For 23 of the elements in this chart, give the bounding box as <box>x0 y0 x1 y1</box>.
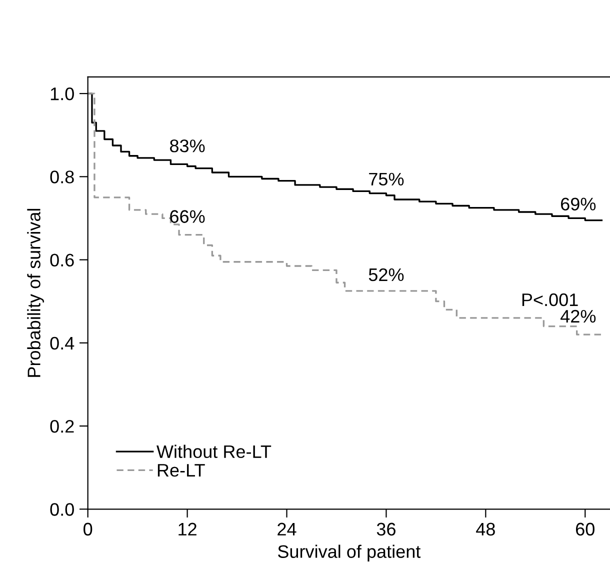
y-tick-label: 0.4 <box>50 336 74 350</box>
x-tick-label: 0 <box>84 522 92 536</box>
y-tick-label: 0.2 <box>50 420 74 433</box>
x-tick-label: 60 <box>576 522 594 536</box>
y-tick-label: 0.8 <box>50 170 74 184</box>
annotation: P<.001 <box>522 293 578 306</box>
x-tick-label: 24 <box>278 522 296 536</box>
y-tick-label: 0.6 <box>50 254 74 266</box>
x-axis-title: Survival of patient <box>278 544 421 562</box>
x-tick-label: 48 <box>476 522 495 536</box>
annotation: 42% <box>560 310 596 323</box>
x-tick-label: 12 <box>178 522 196 536</box>
legend-label: Without Re-LT <box>156 444 272 458</box>
annotation: 69% <box>561 198 596 210</box>
legend-label: Re-LT <box>158 464 205 477</box>
x-tick-label: 36 <box>376 522 396 536</box>
annotation: 83% <box>170 140 205 152</box>
y-axis-title: Probability of survival <box>27 208 44 377</box>
annotation: 75% <box>369 172 404 186</box>
y-tick-label: 0.0 <box>50 503 74 516</box>
annotation: 66% <box>170 210 205 223</box>
annotation: 52% <box>368 268 404 282</box>
y-tick-label: 1.0 <box>50 87 74 100</box>
